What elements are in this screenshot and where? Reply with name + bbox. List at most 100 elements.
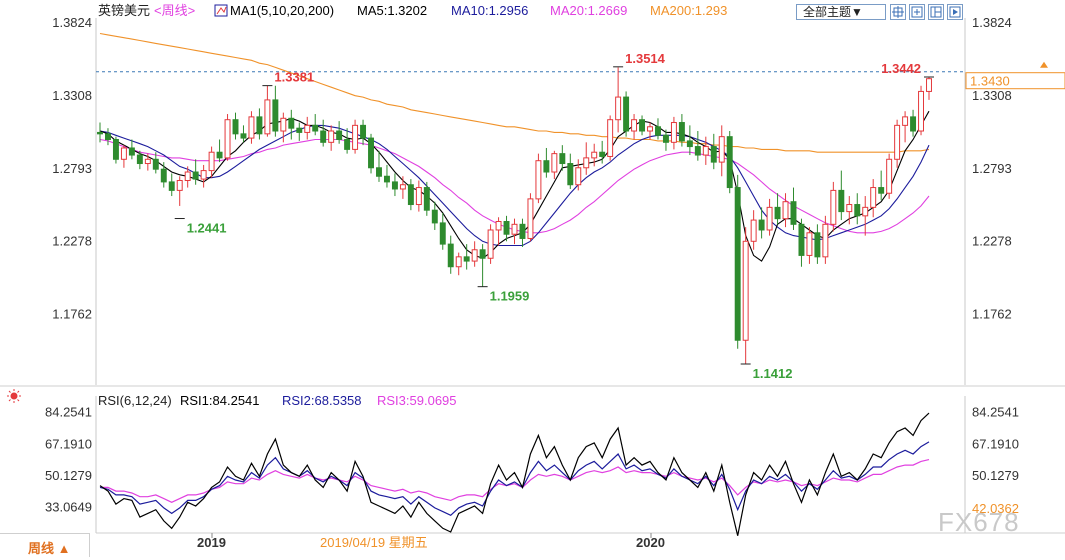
candle[interactable]: [846, 196, 853, 225]
candle[interactable]: [328, 125, 335, 151]
candle[interactable]: [894, 119, 901, 168]
candle[interactable]: [806, 227, 813, 264]
candle[interactable]: [144, 153, 151, 171]
candle[interactable]: [878, 170, 885, 201]
candle[interactable]: [455, 252, 462, 276]
candle[interactable]: [487, 224, 494, 264]
candle[interactable]: [710, 133, 717, 170]
candle[interactable]: [280, 112, 287, 143]
candle[interactable]: [527, 193, 534, 242]
candle[interactable]: [495, 217, 502, 246]
candle[interactable]: [559, 145, 566, 171]
period-tag[interactable]: <周线>: [154, 3, 195, 18]
candle[interactable]: [854, 193, 861, 225]
next-button[interactable]: [947, 4, 963, 20]
candle[interactable]: [870, 179, 877, 218]
candle[interactable]: [918, 85, 924, 136]
candle[interactable]: [742, 227, 749, 365]
candle[interactable]: [583, 142, 590, 175]
candle[interactable]: [662, 129, 669, 151]
candle[interactable]: [822, 215, 829, 264]
candle[interactable]: [910, 109, 917, 137]
candle[interactable]: [120, 145, 127, 168]
candle[interactable]: [623, 91, 630, 137]
candle[interactable]: [726, 131, 733, 194]
candle[interactable]: [360, 119, 367, 146]
candle[interactable]: [344, 128, 351, 154]
candle[interactable]: [599, 140, 606, 164]
candle[interactable]: [176, 176, 183, 206]
indicator-settings-icon[interactable]: [214, 4, 228, 17]
candle[interactable]: [734, 174, 741, 349]
candle[interactable]: [886, 153, 893, 199]
candle[interactable]: [112, 136, 119, 164]
candle[interactable]: [830, 181, 837, 232]
candle[interactable]: [782, 193, 789, 228]
candle[interactable]: [184, 166, 191, 188]
zoom-out-button[interactable]: [928, 4, 944, 20]
candle[interactable]: [97, 122, 103, 143]
candle[interactable]: [240, 125, 247, 143]
candle[interactable]: [136, 150, 143, 170]
candle[interactable]: [902, 111, 909, 143]
candle[interactable]: [192, 159, 199, 185]
candle[interactable]: [567, 153, 574, 189]
candle[interactable]: [766, 198, 773, 236]
candle[interactable]: [790, 187, 797, 230]
candle[interactable]: [639, 115, 646, 136]
candle[interactable]: [296, 122, 303, 141]
candle[interactable]: [391, 173, 398, 197]
candle[interactable]: [216, 139, 223, 163]
candle[interactable]: [352, 119, 359, 154]
candle[interactable]: [152, 152, 159, 174]
candle[interactable]: [814, 224, 821, 264]
zoom-in-button[interactable]: [909, 4, 925, 20]
crosshair-button[interactable]: [890, 4, 906, 20]
candle[interactable]: [535, 153, 542, 204]
candle[interactable]: [128, 139, 135, 160]
candle[interactable]: [200, 164, 207, 188]
candle[interactable]: [383, 164, 390, 188]
candle[interactable]: [774, 193, 781, 225]
candle[interactable]: [415, 180, 422, 212]
candle[interactable]: [503, 215, 510, 242]
all-topics-dropdown[interactable]: 全部主题▼: [796, 4, 886, 20]
candle[interactable]: [655, 118, 661, 140]
candle[interactable]: [312, 114, 319, 136]
candle[interactable]: [511, 218, 518, 245]
candle[interactable]: [694, 131, 701, 161]
candle[interactable]: [615, 67, 622, 133]
candle[interactable]: [431, 201, 438, 230]
candle[interactable]: [607, 115, 614, 161]
candle[interactable]: [519, 218, 526, 247]
candle[interactable]: [248, 111, 255, 144]
candle[interactable]: [407, 179, 414, 211]
candle[interactable]: [575, 159, 582, 191]
candle[interactable]: [399, 176, 406, 199]
candle[interactable]: [551, 150, 558, 180]
candle[interactable]: [376, 150, 382, 182]
candle[interactable]: [336, 121, 343, 144]
candle[interactable]: [105, 128, 111, 146]
candle[interactable]: [447, 235, 454, 274]
candle[interactable]: [264, 85, 271, 137]
candle[interactable]: [304, 116, 311, 140]
period-switch-button[interactable]: 周线 ▲: [0, 533, 90, 557]
candle[interactable]: [591, 143, 598, 167]
candle[interactable]: [758, 207, 765, 239]
candle[interactable]: [320, 119, 327, 147]
candle[interactable]: [256, 108, 263, 140]
candle[interactable]: [471, 241, 478, 267]
candle[interactable]: [686, 125, 693, 156]
candle[interactable]: [798, 218, 805, 267]
candle[interactable]: [368, 133, 374, 174]
candle[interactable]: [926, 77, 932, 100]
candle[interactable]: [750, 210, 757, 250]
candle[interactable]: [288, 109, 295, 140]
candle[interactable]: [232, 112, 239, 140]
candle[interactable]: [160, 162, 167, 188]
candle[interactable]: [439, 213, 446, 250]
candle[interactable]: [702, 136, 709, 165]
sun-icon[interactable]: [7, 389, 21, 403]
candle[interactable]: [423, 181, 430, 216]
